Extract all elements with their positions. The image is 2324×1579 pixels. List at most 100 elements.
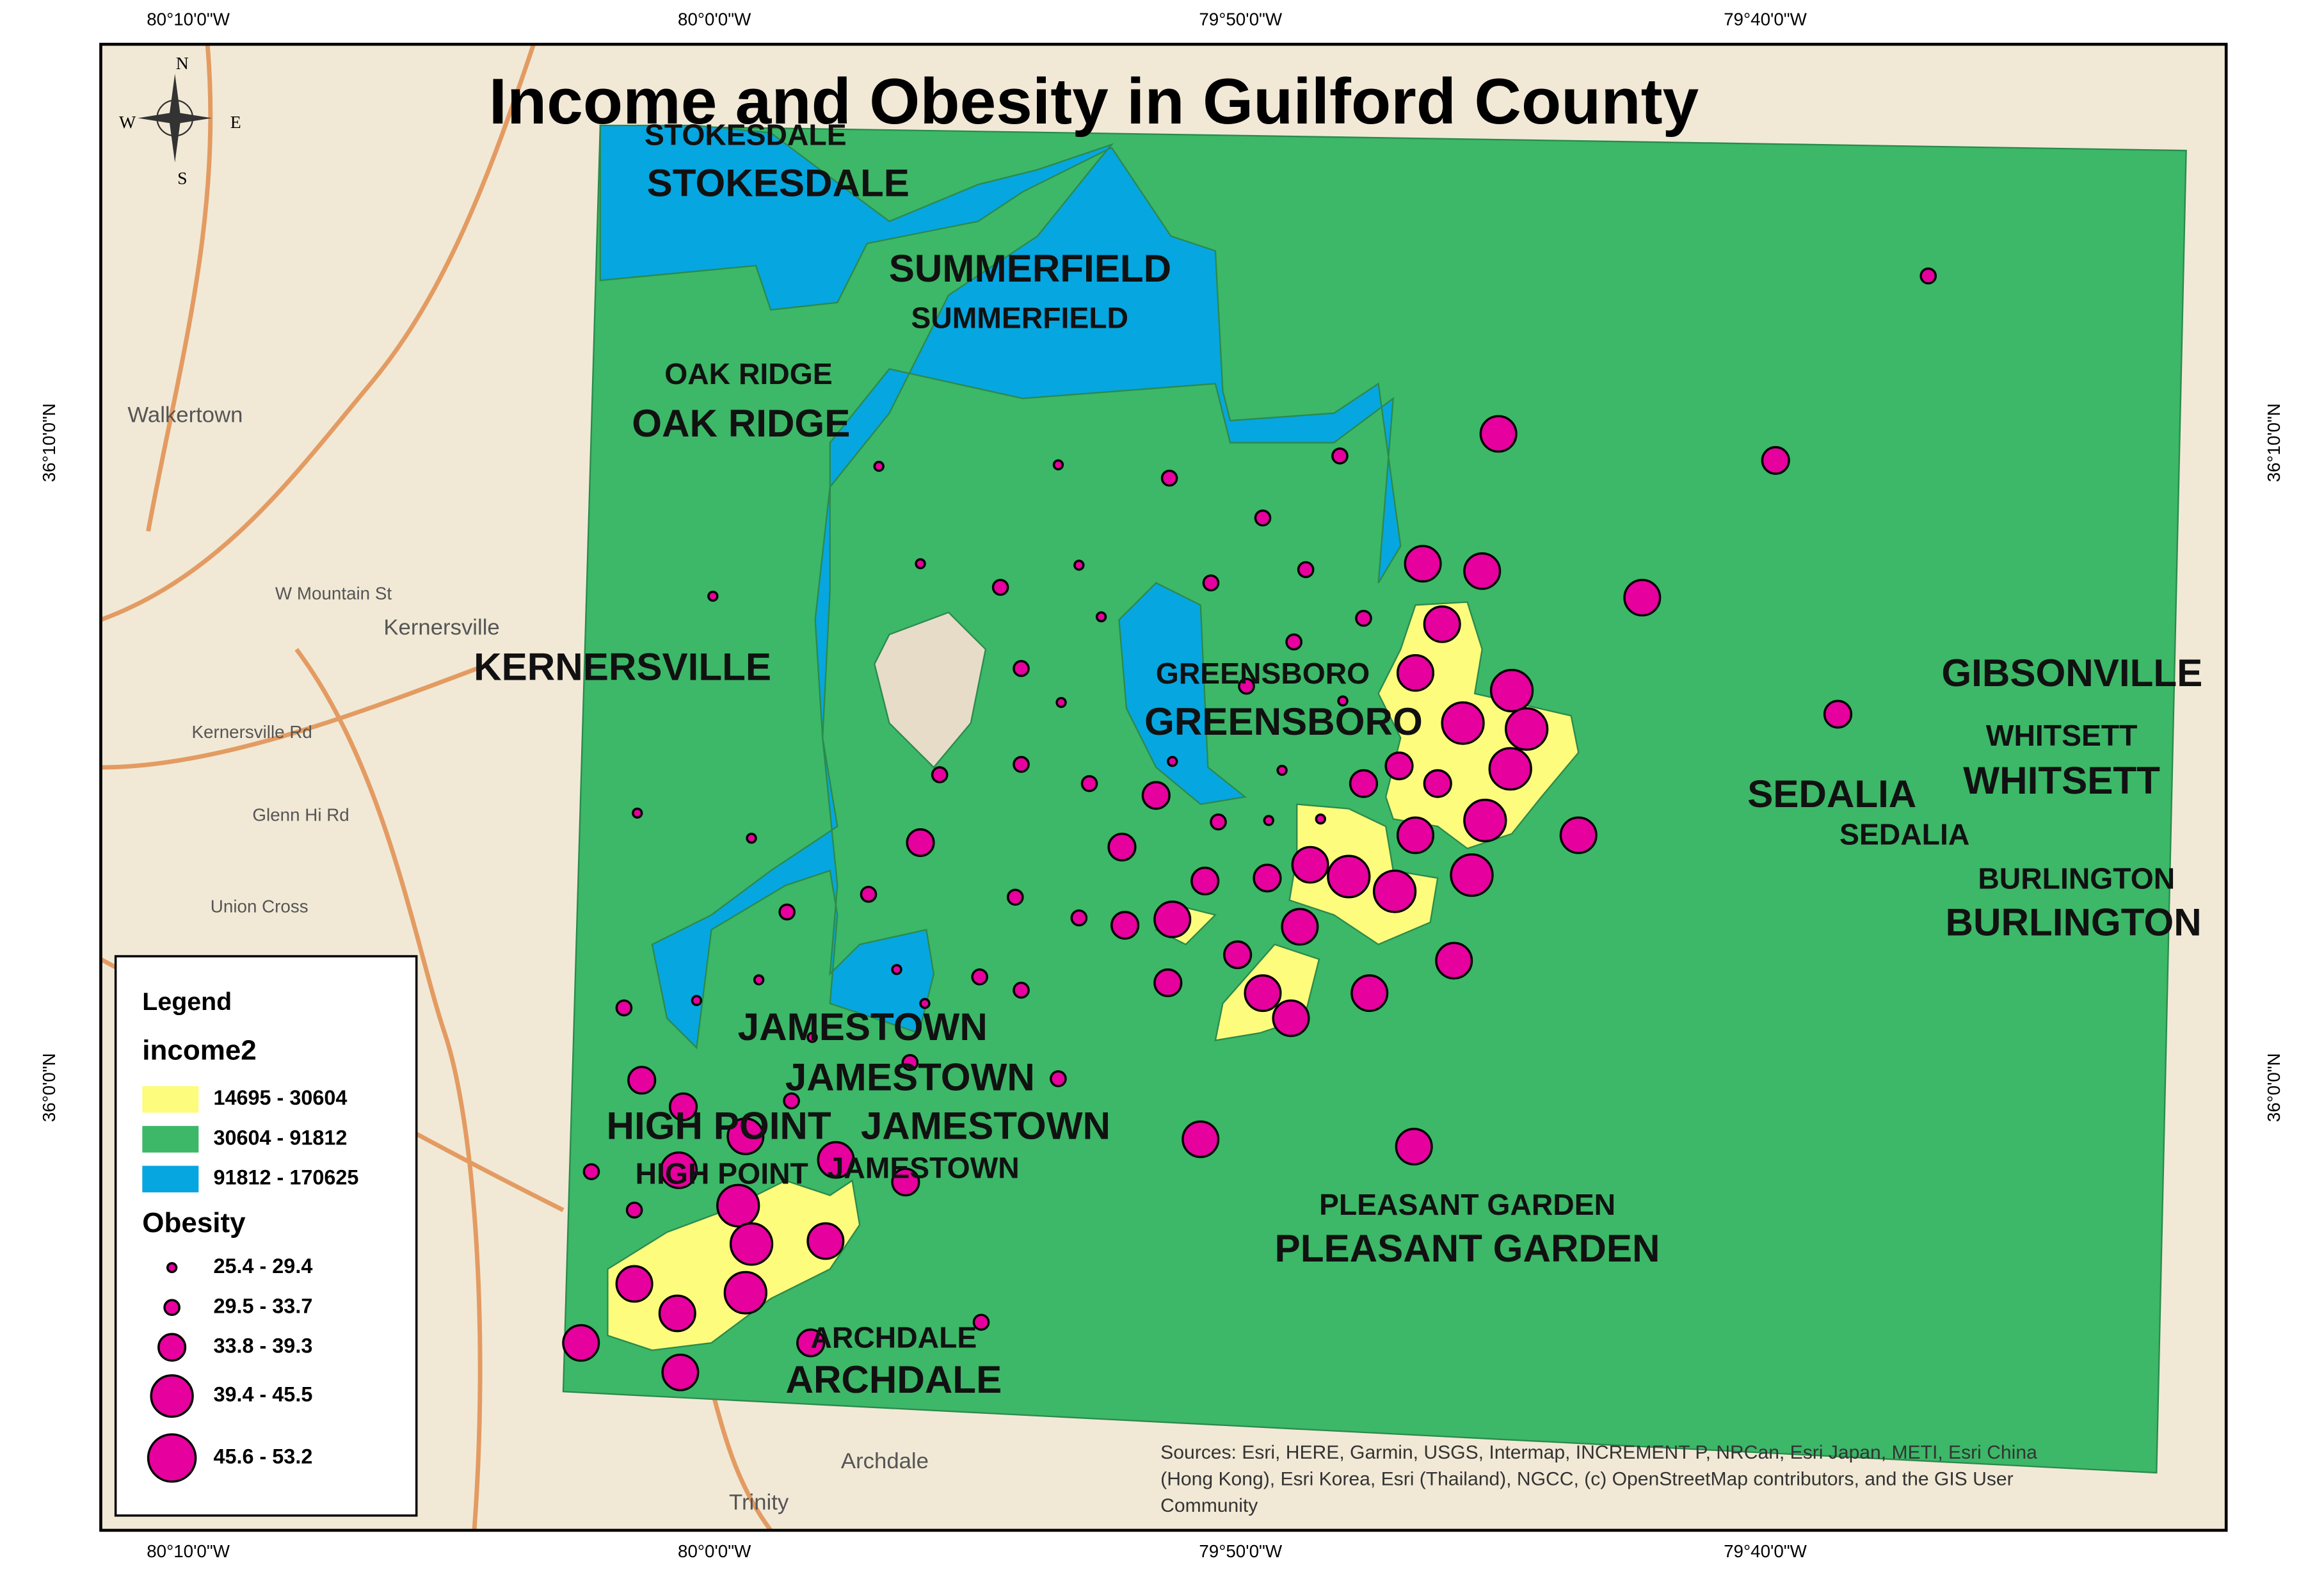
place-label: WHITSETT xyxy=(1986,719,2138,752)
compass-ring xyxy=(156,99,194,137)
obesity-dot xyxy=(1238,677,1255,695)
obesity-dot xyxy=(1153,968,1183,998)
obesity-dot xyxy=(723,1270,767,1315)
obesity-dot xyxy=(817,1141,855,1179)
longitude-label: 80°10'0"W xyxy=(147,10,230,29)
obesity-dot xyxy=(582,1163,600,1180)
legend-label: 14695 - 30604 xyxy=(213,1086,347,1109)
obesity-dot xyxy=(1404,545,1442,583)
obesity-dot xyxy=(1254,509,1272,527)
legend-dot xyxy=(147,1433,197,1483)
place-label: KERNERSVILLE xyxy=(474,646,771,689)
obesity-dot xyxy=(1052,459,1064,470)
place-label: SEDALIA xyxy=(1839,818,1969,851)
sources-text: (Hong Kong), Esri Korea, Esri (Thailand)… xyxy=(1160,1469,2013,1490)
legend-dot xyxy=(157,1333,187,1362)
obesity-dot xyxy=(1435,942,1473,980)
obesity-dot xyxy=(615,999,633,1016)
latitude-label: 36°0'0"N xyxy=(2264,1053,2284,1122)
obesity-dot xyxy=(1372,869,1417,913)
obesity-dot xyxy=(1823,700,1853,729)
basemap-label: Archdale xyxy=(841,1449,929,1473)
obesity-dot xyxy=(873,460,885,472)
legend-title: income2 xyxy=(142,1035,256,1066)
place-label: SUMMERFIELD xyxy=(911,301,1128,335)
legend-label: 39.4 - 45.5 xyxy=(213,1383,312,1406)
place-label: GREENSBORO xyxy=(1144,700,1423,743)
income-91812-170625 xyxy=(599,124,1402,1050)
obesity-dot xyxy=(1395,1128,1433,1166)
obesity-dot xyxy=(1095,611,1107,623)
latitude-label: 36°10'0"N xyxy=(39,403,59,482)
place-label: JAMESTOWN xyxy=(785,1056,1035,1099)
obesity-dot xyxy=(1244,974,1282,1013)
obesity-dot xyxy=(1210,813,1227,831)
place-label: WHITSETT xyxy=(1963,759,2160,802)
longitude-label: 80°0'0"W xyxy=(678,10,751,29)
place-label: BURLINGTON xyxy=(1978,862,2175,895)
obesity-dot xyxy=(729,1222,774,1266)
obesity-dot xyxy=(1463,798,1507,842)
obesity-dot xyxy=(1055,696,1067,709)
place-label: GIBSONVILLE xyxy=(1941,652,2202,694)
obesity-dot xyxy=(1396,816,1435,854)
longitude-label: 80°10'0"W xyxy=(147,1541,230,1561)
compass-letter: N xyxy=(176,53,189,73)
legend-heading: Legend xyxy=(142,988,232,1016)
obesity-dot xyxy=(1276,764,1288,776)
obesity-dot xyxy=(1423,605,1461,643)
obesity-dot xyxy=(1006,888,1024,906)
obesity-dot xyxy=(1050,1070,1067,1087)
compass-letter: S xyxy=(177,168,187,188)
legend-box xyxy=(114,955,418,1517)
obesity-dot xyxy=(1263,815,1274,826)
obesity-dot xyxy=(971,968,988,986)
place-label: PLEASANT GARDEN xyxy=(1319,1188,1615,1221)
obesity-dot xyxy=(1202,574,1220,591)
obesity-dot xyxy=(1080,775,1098,792)
obesity-dot xyxy=(668,1092,698,1121)
road xyxy=(100,662,490,770)
legend-dot xyxy=(166,1262,178,1274)
obesity-dot xyxy=(972,1313,990,1331)
obesity-dot xyxy=(716,1183,760,1228)
obesity-dot xyxy=(1013,981,1030,999)
legend-dot xyxy=(163,1299,180,1317)
basemap-label: Kernersville Rd xyxy=(191,722,312,742)
legend-swatch xyxy=(142,1166,199,1192)
legend-label: 45.6 - 53.2 xyxy=(213,1445,312,1468)
obesity-dot xyxy=(806,1032,818,1043)
obesity-dot xyxy=(1190,866,1220,895)
place-label: STOKESDALE xyxy=(645,118,847,152)
obesity-dot xyxy=(1327,854,1371,899)
basemap-label: Trinity xyxy=(729,1491,789,1515)
obesity-dot xyxy=(726,1117,765,1155)
obesity-dot xyxy=(891,964,902,975)
obesity-dot xyxy=(1505,707,1549,751)
obesity-dot xyxy=(660,1151,698,1189)
obesity-dot xyxy=(615,1265,653,1303)
obesity-dot xyxy=(1761,445,1790,475)
place-label: JAMESTOWN xyxy=(861,1105,1110,1148)
obesity-dot xyxy=(1396,653,1435,692)
obesity-dot xyxy=(891,1167,920,1197)
longitude-label: 79°40'0"W xyxy=(1724,10,1807,29)
longitude-label: 79°50'0"W xyxy=(1199,10,1283,29)
place-label: STOKESDALE xyxy=(647,161,910,204)
obesity-dot xyxy=(806,1222,845,1260)
obesity-dot xyxy=(691,995,703,1006)
legend-label: 33.8 - 39.3 xyxy=(213,1335,312,1358)
obesity-dot xyxy=(1919,267,1937,285)
place-label: BURLINGTON xyxy=(1946,901,2202,944)
basemap-label: Glenn Hi Rd xyxy=(252,805,349,824)
airport xyxy=(874,611,987,769)
obesity-dot xyxy=(1013,660,1030,677)
obesity-dot xyxy=(1623,579,1662,617)
road xyxy=(146,44,213,532)
income-91812-170625 xyxy=(1118,582,1247,805)
obesity-dot xyxy=(632,807,643,819)
obesity-dot xyxy=(991,579,1009,596)
obesity-dots xyxy=(562,267,1937,1391)
